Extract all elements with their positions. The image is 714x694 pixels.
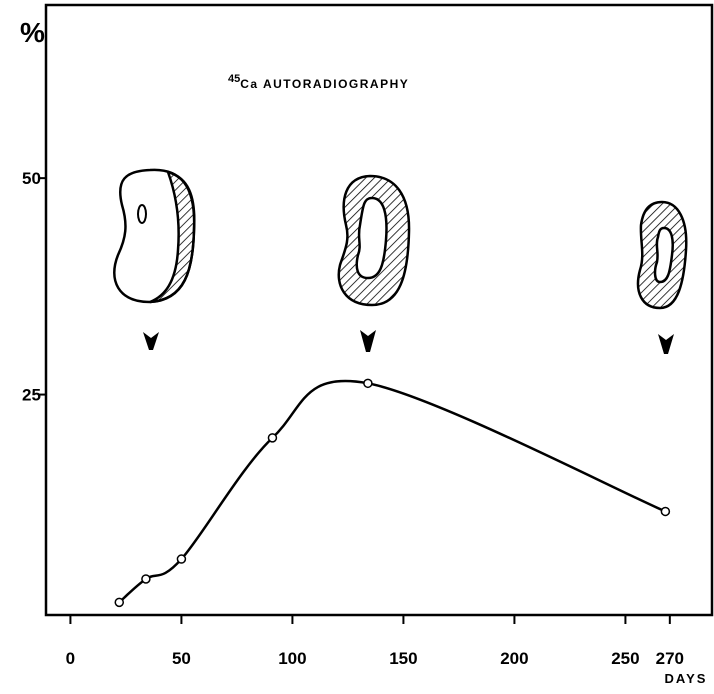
data-point <box>363 378 373 389</box>
y-tick-label: 50 <box>22 169 41 188</box>
title-text: Ca AUTORADIOGRAPHY <box>240 77 409 91</box>
plot-frame <box>44 3 714 617</box>
chart-title: 45Ca AUTORADIOGRAPHY <box>228 73 409 91</box>
y-tick-label: 25 <box>22 386 41 405</box>
data-point <box>114 597 125 608</box>
arrowheads <box>143 330 674 354</box>
title-isotope: 45 <box>228 73 240 85</box>
x-tick-label: 50 <box>172 649 191 668</box>
x-tick-label: 100 <box>278 649 306 668</box>
x-tick-label: 150 <box>389 649 417 668</box>
y-axis-label: % <box>20 17 45 48</box>
data-point <box>267 433 278 443</box>
data-point <box>141 574 151 584</box>
x-tick-label: 0 <box>66 649 75 668</box>
x-tick-label: 270 <box>656 649 684 668</box>
kidney-illustrations <box>113 168 688 310</box>
x-tick-label: 250 <box>611 649 639 668</box>
data-point <box>660 506 671 517</box>
x-tick-label: 200 <box>500 649 528 668</box>
data-point <box>176 554 187 564</box>
x-axis-label: DAYS <box>665 671 708 686</box>
data-line <box>118 379 666 604</box>
